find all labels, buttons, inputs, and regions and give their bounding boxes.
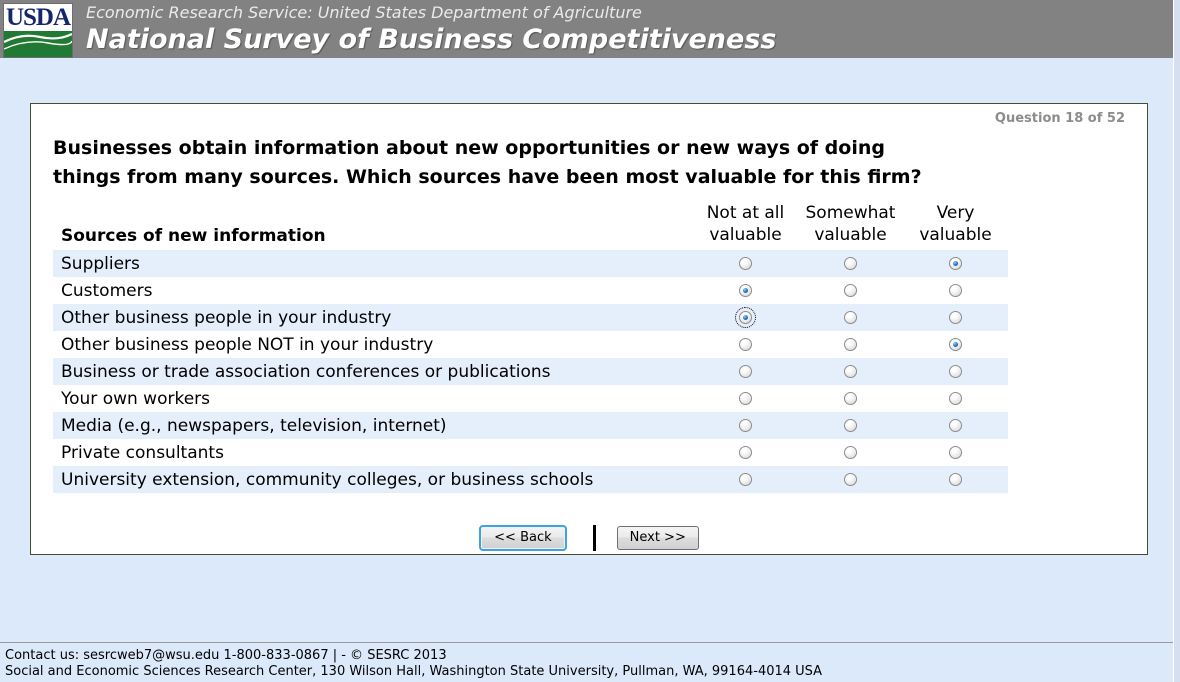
radio-button-somewhat[interactable] [844,446,857,459]
radio-button-very[interactable] [949,473,962,486]
radio-button-not-at-all[interactable] [739,338,752,351]
radio-cell-very[interactable] [903,304,1008,331]
sources-table: Sources of new information Not at all va… [53,202,1008,493]
table-row: Private consultants [53,439,1008,466]
radio-cell-very[interactable] [903,385,1008,412]
agency-line: Economic Research Service: United States… [86,3,642,22]
page-footer: Contact us: sesrcweb7@wsu.edu 1-800-833-… [0,642,1173,682]
usda-logo-text: USDA [5,4,71,31]
radio-button-very[interactable] [949,338,962,351]
radio-button-somewhat[interactable] [844,365,857,378]
radio-button-very[interactable] [949,284,962,297]
radio-button-somewhat[interactable] [844,473,857,486]
table-row: Other business people in your industry [53,304,1008,331]
question-panel: Question 18 of 52 Businesses obtain info… [30,103,1148,555]
radio-cell-very[interactable] [903,358,1008,385]
row-label: Customers [61,280,153,301]
column-header-very: Very valuable [919,203,992,245]
question-counter: Question 18 of 52 [994,111,1125,126]
radio-cell-not-at-all[interactable] [693,385,798,412]
next-button[interactable]: Next >> [616,526,699,550]
radio-button-somewhat[interactable] [844,419,857,432]
table-row: Suppliers [53,250,1008,277]
radio-cell-somewhat[interactable] [798,277,903,304]
radio-button-somewhat[interactable] [844,338,857,351]
question-text-line2: things from many sources. Which sources … [53,166,922,188]
radio-button-somewhat[interactable] [844,311,857,324]
radio-button-very[interactable] [949,446,962,459]
row-label: Suppliers [61,253,140,274]
radio-cell-not-at-all[interactable] [693,277,798,304]
radio-button-very[interactable] [949,392,962,405]
radio-button-not-at-all[interactable] [739,473,752,486]
radio-button-very[interactable] [949,311,962,324]
radio-cell-somewhat[interactable] [798,250,903,277]
radio-cell-not-at-all[interactable] [693,250,798,277]
column-header-somewhat: Somewhat valuable [805,203,896,245]
footer-address-line: Social and Economic Sciences Research Ce… [5,664,823,679]
radio-cell-not-at-all[interactable] [693,331,798,358]
question-text-line1: Businesses obtain information about new … [53,137,885,159]
row-label: University extension, community colleges… [61,469,594,490]
question-text: Businesses obtain information about new … [53,134,1125,192]
radio-cell-somewhat[interactable] [798,439,903,466]
radio-cell-not-at-all[interactable] [693,466,798,493]
button-separator [592,525,596,551]
radio-cell-somewhat[interactable] [798,466,903,493]
table-row: Your own workers [53,385,1008,412]
row-label: Other business people in your industry [61,307,392,328]
usda-logo-field-icon [4,31,72,57]
table-row: University extension, community colleges… [53,466,1008,493]
radio-button-somewhat[interactable] [844,392,857,405]
radio-button-somewhat[interactable] [844,257,857,270]
footer-contact-line: Contact us: sesrcweb7@wsu.edu 1-800-833-… [5,648,447,663]
header-titles: Economic Research Service: United States… [86,2,1170,56]
radio-button-very[interactable] [949,419,962,432]
usda-logo: USDA [3,3,73,58]
row-label: Business or trade association conference… [61,361,551,382]
radio-button-not-at-all[interactable] [739,446,752,459]
scrollbar-track[interactable] [1173,0,1180,682]
radio-cell-not-at-all[interactable] [693,412,798,439]
navigation-buttons: << Back Next >> [53,525,1125,551]
app-header: USDA Economic Research Service: United S… [0,0,1180,58]
radio-cell-very[interactable] [903,331,1008,358]
radio-button-not-at-all[interactable] [739,257,752,270]
radio-button-very[interactable] [949,365,962,378]
radio-button-somewhat[interactable] [844,284,857,297]
radio-button-very[interactable] [949,257,962,270]
radio-cell-very[interactable] [903,466,1008,493]
radio-button-not-at-all[interactable] [739,392,752,405]
column-header-not-at-all: Not at all valuable [706,203,785,245]
radio-cell-very[interactable] [903,277,1008,304]
radio-cell-not-at-all[interactable] [693,304,798,331]
row-label: Private consultants [61,442,224,463]
radio-button-not-at-all[interactable] [735,307,756,328]
radio-cell-not-at-all[interactable] [693,439,798,466]
row-label: Your own workers [61,388,211,409]
table-row: Other business people NOT in your indust… [53,331,1008,358]
radio-cell-somewhat[interactable] [798,358,903,385]
radio-cell-somewhat[interactable] [798,331,903,358]
table-row: Media (e.g., newspapers, television, int… [53,412,1008,439]
radio-cell-not-at-all[interactable] [693,358,798,385]
radio-button-not-at-all[interactable] [739,419,752,432]
table-rows: Suppliers Customers Other business people … [53,250,1008,493]
back-button[interactable]: << Back [479,525,567,551]
radio-cell-very[interactable] [903,412,1008,439]
radio-cell-somewhat[interactable] [798,385,903,412]
radio-button-not-at-all[interactable] [739,365,752,378]
table-row-header: Sources of new information [61,226,326,246]
radio-button-not-at-all[interactable] [739,284,752,297]
table-header-row: Sources of new information Not at all va… [53,202,1008,250]
radio-cell-very[interactable] [903,250,1008,277]
row-label: Media (e.g., newspapers, television, int… [61,415,447,436]
survey-title: National Survey of Business Competitiven… [86,24,777,55]
radio-cell-somewhat[interactable] [798,304,903,331]
table-row: Business or trade association conference… [53,358,1008,385]
table-row: Customers [53,277,1008,304]
radio-cell-very[interactable] [903,439,1008,466]
row-label: Other business people NOT in your indust… [61,334,434,355]
radio-cell-somewhat[interactable] [798,412,903,439]
